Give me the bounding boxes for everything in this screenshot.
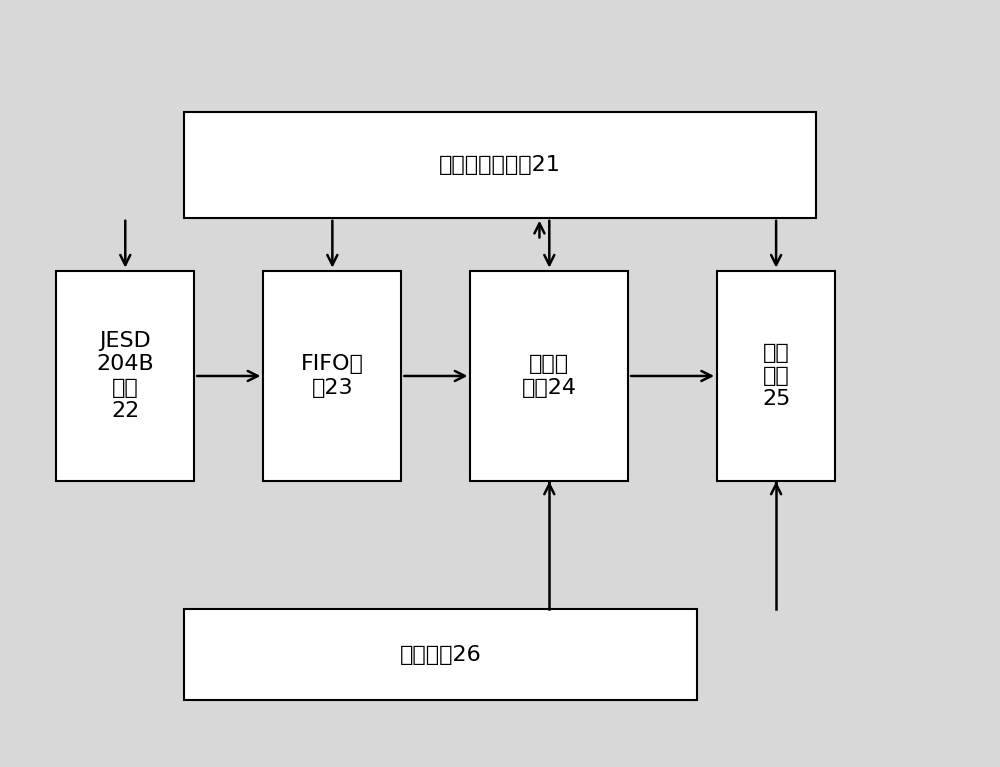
Text: JESD
204B
模块
22: JESD 204B 模块 22	[96, 331, 154, 421]
Text: 同步信号26: 同步信号26	[400, 644, 482, 665]
Text: 第二寄存器模块21: 第二寄存器模块21	[439, 155, 561, 175]
Text: 输出
模块
25: 输出 模块 25	[762, 343, 790, 409]
Text: FIFO模
块23: FIFO模 块23	[301, 354, 364, 397]
Text: 调度器
模块24: 调度器 模块24	[522, 354, 577, 397]
FancyBboxPatch shape	[184, 113, 816, 218]
FancyBboxPatch shape	[56, 271, 194, 482]
FancyBboxPatch shape	[263, 271, 401, 482]
FancyBboxPatch shape	[184, 610, 697, 700]
FancyBboxPatch shape	[717, 271, 835, 482]
FancyBboxPatch shape	[470, 271, 628, 482]
